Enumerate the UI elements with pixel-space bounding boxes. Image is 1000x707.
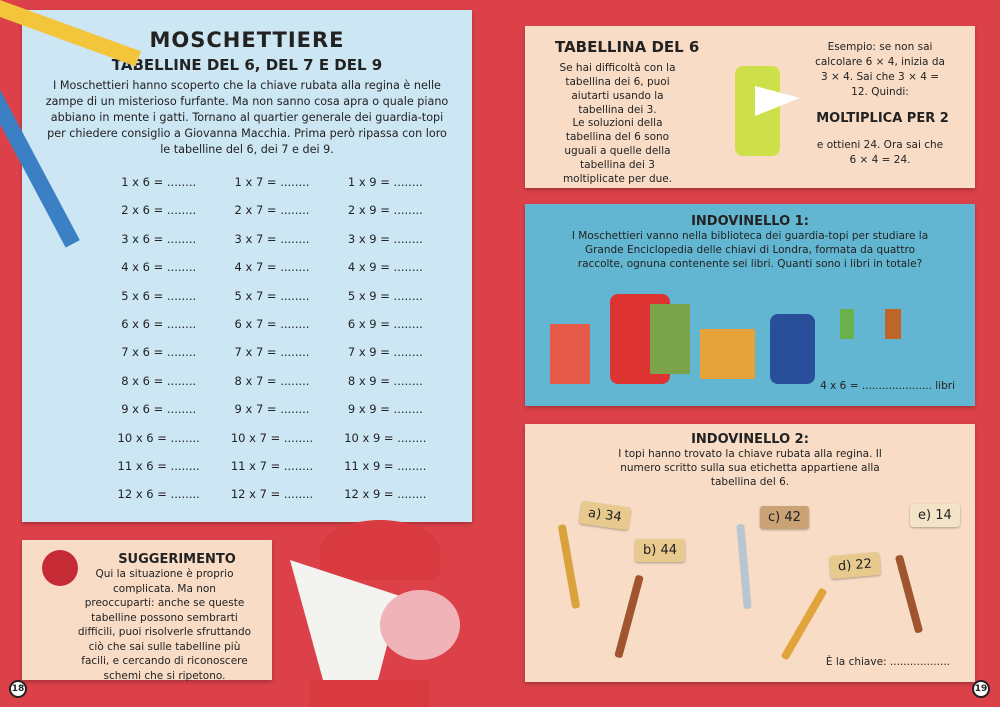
tag-b: b) 44 <box>635 539 685 562</box>
times-table-entry[interactable]: 2 x 9 = ........ <box>347 203 423 218</box>
times-table-entry[interactable]: 7 x 9 = ........ <box>347 345 423 360</box>
times-table-entry[interactable]: 5 x 6 = ........ <box>121 288 197 303</box>
tag-e: e) 14 <box>910 504 960 527</box>
times-table-entry[interactable]: 9 x 6 = ........ <box>121 402 197 417</box>
times-table-entry[interactable]: 12 x 7 = ........ <box>230 487 314 502</box>
times-table-entry[interactable]: 3 x 9 = ........ <box>347 231 423 246</box>
times-tables-panel: MOSCHETTIERE TABELLINE DEL 6, DEL 7 E DE… <box>22 10 472 522</box>
times-table-entry[interactable]: 5 x 7 = ........ <box>234 288 310 303</box>
key-b-icon <box>614 574 644 659</box>
times-table-entry[interactable]: 10 x 9 = ........ <box>344 430 427 445</box>
times-table-entry[interactable]: 3 x 6 = ........ <box>121 231 197 246</box>
page-subtitle: TABELLINE DEL 6, DEL 7 E DEL 9 <box>111 56 383 74</box>
times-table-entry[interactable]: 6 x 7 = ........ <box>234 316 310 331</box>
times-table-entry[interactable]: 5 x 9 = ........ <box>347 288 423 303</box>
times-table-entry[interactable]: 11 x 9 = ........ <box>344 458 427 473</box>
times-table-entry[interactable]: 10 x 6 = ........ <box>117 430 200 445</box>
times-table-entry[interactable]: 9 x 9 = ........ <box>347 402 423 417</box>
key-a-icon <box>557 523 581 610</box>
times-table-entry[interactable]: 7 x 6 = ........ <box>121 345 197 360</box>
tip-text: Qui la situazione è proprio complicata. … <box>77 568 252 682</box>
times-table-entry[interactable]: 8 x 7 = ........ <box>234 373 310 388</box>
tip-panel: SUGGERIMENTO Qui la situazione è proprio… <box>22 540 272 682</box>
table-of-6-title: TABELLINA DEL 6 <box>555 38 700 56</box>
times-table-entry[interactable]: 11 x 6 = ........ <box>117 458 200 473</box>
key-d-icon <box>780 587 828 661</box>
tag-c: c) 42 <box>760 506 809 529</box>
musketeer-mouse-illustration <box>280 520 460 707</box>
times-table-entry[interactable]: 6 x 9 = ........ <box>347 316 423 331</box>
key-e-icon <box>894 554 924 634</box>
times-table-entry[interactable]: 4 x 7 = ........ <box>234 260 310 275</box>
times-table-entry[interactable]: 10 x 7 = ........ <box>230 430 314 445</box>
result-text: e ottieni 24. Ora sai che 6 × 4 = 24. <box>816 139 944 166</box>
seal-icon <box>42 550 78 586</box>
times-table-entry[interactable]: 7 x 7 = ........ <box>234 345 310 360</box>
key-c-icon <box>736 523 752 610</box>
times-table-entry[interactable]: 2 x 6 = ........ <box>121 203 197 218</box>
times-table-entry[interactable]: 8 x 6 = ........ <box>121 373 197 388</box>
tag-a: a) 34 <box>578 500 632 531</box>
mouse-juggling-cheese-illustration <box>715 46 805 166</box>
riddle-2-text: I topi hanno trovato la chiave rubata al… <box>618 448 882 488</box>
times-table-entry[interactable]: 4 x 6 = ........ <box>121 260 197 275</box>
riddle-1-panel: INDOVINELLO 1: I Moschettieri vanno nell… <box>525 204 975 406</box>
times-table-entry[interactable]: 1 x 6 = ........ <box>121 175 197 189</box>
tip-title: SUGGERIMENTO <box>118 552 236 567</box>
riddle-2-title: INDOVINELLO 2: <box>691 432 809 447</box>
tag-d: d) 22 <box>829 551 881 580</box>
intro-text: I Moschettieri hanno scoperto che la chi… <box>45 79 449 156</box>
table-of-6-panel: TABELLINA DEL 6 Se hai difficoltà con la… <box>525 26 975 188</box>
times-tables-grid: 1 x 6 = ........ 1 x 7 = ........ 1 x 9 = … <box>102 172 442 504</box>
times-table-entry[interactable]: 9 x 7 = ........ <box>234 402 310 417</box>
riddle-2-answer-field[interactable]: È la chiave: .................. <box>825 656 950 668</box>
times-table-entry[interactable]: 1 x 7 = ........ <box>234 175 310 189</box>
times-table-entry[interactable]: 1 x 9 = ........ <box>347 175 423 189</box>
mice-carrying-books-illustration <box>540 284 910 394</box>
riddle-1-answer-field[interactable]: 4 x 6 = ..................... libri <box>820 380 955 392</box>
times-table-entry[interactable]: 12 x 6 = ........ <box>117 487 200 502</box>
times-table-entry[interactable]: 12 x 9 = ........ <box>344 487 427 502</box>
page-number-right: 19 <box>972 680 990 698</box>
times-table-entry[interactable]: 6 x 6 = ........ <box>121 316 197 331</box>
example-text: Esempio: se non sai calcolare 6 × 4, ini… <box>815 41 945 98</box>
riddle-1-text: I Moschettieri vanno nella biblioteca de… <box>571 230 929 270</box>
times-table-entry[interactable]: 8 x 9 = ........ <box>347 373 423 388</box>
riddle-2-panel: INDOVINELLO 2: I topi hanno trovato la c… <box>525 424 975 682</box>
table-of-6-tip-2: Le soluzioni della tabellina del 6 sono … <box>562 117 673 185</box>
multiply-by-2: MOLTIPLICA PER 2 <box>816 111 949 126</box>
times-table-entry[interactable]: 2 x 7 = ........ <box>234 203 310 218</box>
times-table-entry[interactable]: 3 x 7 = ........ <box>234 231 310 246</box>
times-table-entry[interactable]: 4 x 9 = ........ <box>347 260 423 275</box>
page-number-left: 18 <box>9 680 27 698</box>
table-of-6-tip-1: Se hai difficoltà con la tabellina dei 6… <box>559 62 676 116</box>
times-table-entry[interactable]: 11 x 7 = ........ <box>230 458 314 473</box>
riddle-1-title: INDOVINELLO 1: <box>691 214 809 229</box>
page-title: MOSCHETTIERE <box>149 28 345 52</box>
